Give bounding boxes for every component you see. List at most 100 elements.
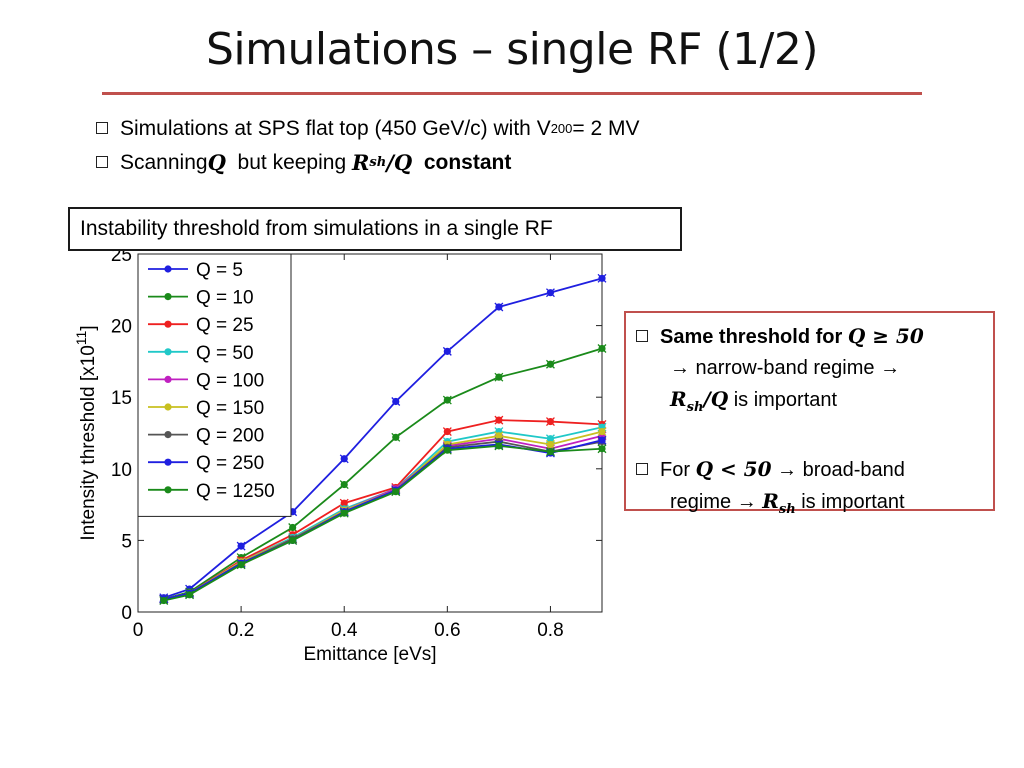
legend-label: Q = 10 — [196, 288, 254, 309]
note-math: Q < 50 — [695, 457, 772, 481]
note-line: Rsh/Q is important — [636, 384, 985, 423]
note-text: is important — [728, 389, 838, 411]
legend-box — [137, 253, 292, 517]
note-text: → broad-band — [771, 459, 905, 481]
legend-swatch-marker — [164, 320, 172, 328]
data-point-marker — [494, 415, 504, 425]
math-r-subscript: sh — [686, 400, 704, 415]
checkbox-bullet-icon — [96, 122, 108, 134]
note-text: For — [660, 459, 696, 481]
note-line: regime → Rsh is important — [636, 486, 985, 525]
data-point-marker — [442, 445, 452, 455]
math-over-q: /Q — [703, 387, 729, 411]
data-point-marker — [442, 395, 452, 405]
note-text: Same threshold for — [660, 326, 848, 348]
data-point-marker — [545, 359, 555, 369]
data-point-marker — [339, 480, 349, 490]
legend-swatch-marker — [164, 403, 172, 411]
bullet-text: Scanning — [120, 151, 208, 174]
note-line: → narrow-band regime → — [670, 357, 901, 379]
legend-label: Q = 250 — [196, 453, 264, 474]
data-point-marker — [391, 432, 401, 442]
x-tick-label: 0.6 — [434, 620, 460, 641]
y-tick-label: 0 — [121, 603, 132, 624]
x-tick-label: 0.4 — [331, 620, 358, 641]
y-tick-label: 10 — [111, 460, 132, 481]
series-line — [163, 444, 603, 602]
legend-label: Q = 150 — [196, 398, 264, 419]
note-math: Q ≥ 50 — [847, 324, 924, 348]
x-tick-label: 0.8 — [537, 620, 563, 641]
chart-caption-box: Instability threshold from simulations i… — [68, 207, 682, 251]
data-point-marker — [597, 435, 607, 445]
legend-swatch-marker — [164, 431, 172, 439]
math-r: R — [762, 489, 779, 513]
checkbox-bullet-icon — [636, 463, 648, 475]
legend-label: Q = 25 — [196, 315, 254, 336]
legend-swatch-marker — [164, 458, 172, 466]
checkbox-bullet-icon — [636, 330, 648, 342]
data-point-marker — [494, 441, 504, 451]
math-q: Q — [207, 150, 226, 175]
y-tick-label: 20 — [111, 317, 132, 338]
checkbox-bullet-icon — [96, 156, 108, 168]
legend-swatch-marker — [164, 348, 172, 356]
slide-title: Simulations – single RF (1/2) — [205, 24, 819, 75]
data-point-marker — [185, 590, 195, 600]
bullet-text: = 2 MV — [572, 117, 640, 140]
legend-swatch-marker — [164, 265, 172, 273]
y-tick-label: 5 — [121, 531, 132, 552]
data-point-marker — [236, 541, 246, 551]
note-text: regime → — [670, 491, 763, 513]
legend-label: Q = 200 — [196, 426, 264, 447]
y-tick-label: 15 — [111, 388, 132, 409]
legend-label: Q = 50 — [196, 343, 254, 364]
data-point-marker — [545, 447, 555, 457]
data-point-marker — [597, 273, 607, 283]
series-line — [163, 347, 603, 600]
series-line — [163, 277, 603, 599]
data-point-marker — [545, 439, 555, 449]
title-underline — [102, 92, 922, 95]
math-r-subscript: sh — [369, 155, 387, 170]
x-axis-label: Emittance [eVs] — [303, 644, 436, 665]
math-r-subscript: sh — [778, 502, 796, 517]
bullet-text: Simulations at SPS flat top (450 GeV/c) … — [120, 117, 551, 140]
bullet-item: Simulations at SPS flat top (450 GeV/c) … — [96, 112, 640, 146]
math-r: R — [670, 387, 687, 411]
data-point-marker — [442, 427, 452, 437]
bullet-text: but keeping — [225, 151, 352, 174]
x-tick-label: 0.2 — [228, 620, 254, 641]
data-point-marker — [597, 344, 607, 353]
math-r: R — [351, 150, 370, 175]
legend-label: Q = 100 — [196, 370, 264, 391]
note-item: For Q < 50 → broad-band — [636, 454, 985, 486]
legend-label: Q = 1250 — [196, 481, 275, 502]
note-item: Same threshold for Q ≥ 50 — [636, 321, 985, 353]
data-point-marker — [339, 454, 349, 464]
note-text: is important — [795, 491, 905, 513]
data-point-marker — [545, 288, 555, 298]
legend-swatch-marker — [164, 375, 172, 383]
data-point-marker — [288, 535, 298, 545]
data-point-marker — [159, 596, 169, 606]
data-point-marker — [597, 427, 607, 437]
conclusion-box: Same threshold for Q ≥ 50 → narrow-band … — [624, 311, 995, 517]
data-point-marker — [288, 523, 298, 532]
y-axis-label: Intensity threshold [x1011] — [73, 325, 99, 540]
bullet-subscript: 200 — [550, 121, 573, 136]
data-point-marker — [494, 302, 504, 312]
x-tick-label: 0 — [133, 620, 144, 641]
data-point-marker — [236, 560, 246, 570]
legend-swatch-marker — [164, 486, 172, 494]
data-point-marker — [391, 397, 401, 406]
data-point-marker — [339, 508, 349, 518]
data-point-marker — [442, 346, 452, 356]
data-point-marker — [597, 444, 607, 454]
bullet-list: Simulations at SPS flat top (450 GeV/c) … — [96, 112, 640, 180]
data-point-marker — [545, 417, 555, 427]
data-point-marker — [494, 372, 504, 382]
legend-swatch-marker — [164, 293, 172, 301]
